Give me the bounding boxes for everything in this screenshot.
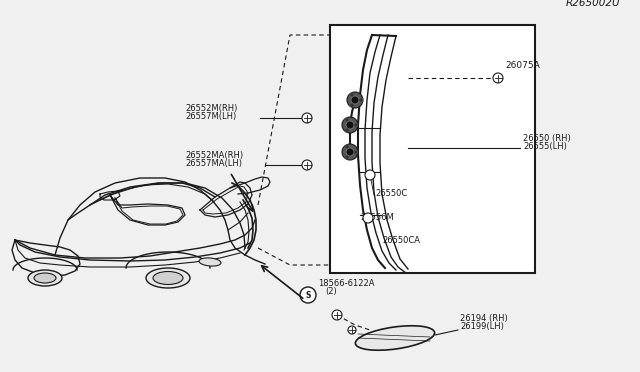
Circle shape [345, 145, 349, 149]
Circle shape [493, 73, 503, 83]
Ellipse shape [28, 270, 62, 286]
Circle shape [346, 121, 354, 129]
Circle shape [332, 310, 342, 320]
Circle shape [300, 287, 316, 303]
Text: 26557M(LH): 26557M(LH) [185, 112, 236, 121]
Text: 26552MA(RH): 26552MA(RH) [185, 151, 243, 160]
Circle shape [350, 103, 354, 107]
Circle shape [345, 118, 349, 122]
Text: R265002U: R265002U [565, 0, 620, 8]
Circle shape [363, 213, 373, 223]
Circle shape [347, 92, 363, 108]
Circle shape [350, 93, 354, 97]
Text: 26550 (RH): 26550 (RH) [523, 134, 571, 143]
Circle shape [351, 96, 359, 104]
Circle shape [342, 144, 358, 160]
Circle shape [302, 113, 312, 123]
Ellipse shape [355, 326, 435, 350]
Circle shape [359, 98, 363, 102]
Text: 26199(LH): 26199(LH) [460, 322, 504, 331]
Text: 18566-6122A: 18566-6122A [318, 279, 374, 288]
Circle shape [346, 148, 354, 156]
Circle shape [345, 155, 349, 159]
Circle shape [354, 123, 358, 127]
Text: 26555(LH): 26555(LH) [523, 142, 567, 151]
Ellipse shape [199, 258, 221, 266]
Bar [330, 25, 535, 273]
Circle shape [354, 150, 358, 154]
Text: (2): (2) [325, 287, 337, 296]
Circle shape [302, 160, 312, 170]
Circle shape [365, 170, 375, 180]
Text: 26550C: 26550C [375, 189, 407, 198]
Ellipse shape [146, 268, 190, 288]
Circle shape [348, 326, 356, 334]
Text: 26557MA(LH): 26557MA(LH) [185, 159, 242, 168]
Text: 26194 (RH): 26194 (RH) [460, 314, 508, 323]
Circle shape [342, 117, 358, 133]
Ellipse shape [34, 273, 56, 283]
Text: S: S [305, 291, 310, 299]
Text: 26550CA: 26550CA [382, 236, 420, 245]
Circle shape [345, 128, 349, 132]
Ellipse shape [153, 272, 183, 285]
Text: 26556M: 26556M [360, 213, 394, 222]
Text: 26552M(RH): 26552M(RH) [185, 104, 237, 113]
Text: 26075A: 26075A [505, 61, 540, 70]
